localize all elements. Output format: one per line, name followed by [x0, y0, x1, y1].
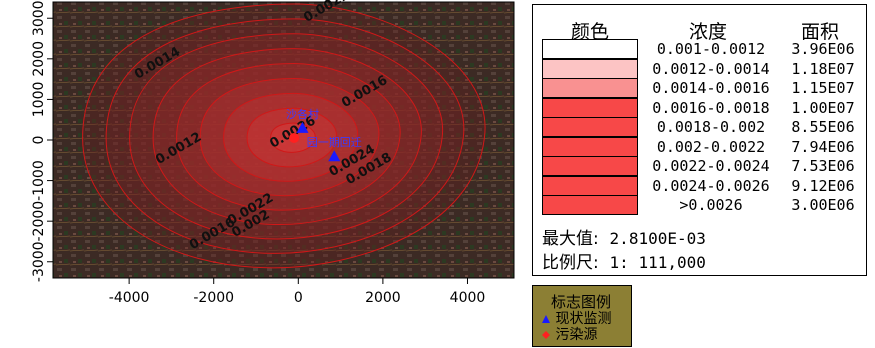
legend-header-area: 面积: [801, 21, 840, 43]
legend-range: 0.001-0.0012: [656, 40, 766, 58]
legend-row: 0.001-0.0012 3.96E06: [533, 39, 868, 60]
y-tick-label: 1000: [31, 82, 47, 118]
monitoring-point-marker: [328, 150, 341, 162]
legend-area: 3.00E06: [791, 196, 855, 214]
legend-row: 0.002-0.0022 7.94E06: [533, 136, 868, 158]
contour-band-2: [129, 33, 444, 240]
legend-area: 9.12E06: [791, 176, 855, 195]
max-label: 最大值:: [542, 229, 599, 249]
legend-range: 0.0024-0.0026: [652, 176, 770, 195]
legend-header-concentration: 浓度: [689, 21, 728, 43]
scale-value: 1: 111,000: [609, 253, 706, 272]
marker-row-source: 污染源: [541, 324, 597, 344]
legend-range: 0.0012-0.0014: [652, 59, 770, 78]
legend-row: 0.0018-0.002 8.55E06: [533, 117, 868, 138]
legend-area: 7.53E06: [791, 157, 855, 175]
legend-area: 3.96E06: [791, 40, 855, 58]
y-tick-label: 2000: [31, 41, 47, 77]
legend-row: 0.0022-0.0024 7.53E06: [533, 156, 868, 177]
legend-area: 8.55E06: [791, 118, 855, 136]
axis-layer: -4000 -2000 0 2000 40003000200010000-1000-20…: [31, 0, 485, 306]
marker-monitor-label: 现状监测: [555, 311, 612, 327]
y-tick-label: -3000: [31, 241, 47, 282]
x-tick-label: 2000: [365, 290, 401, 306]
legend-range: >0.0026: [679, 196, 743, 214]
concentration-legend: 颜色 浓度 面积 0.001-0.0012 3.96E06 0.0012-0.001…: [532, 4, 867, 276]
legend-area: 1.00E07: [791, 98, 855, 117]
scale-label: 比例尺:: [542, 253, 599, 273]
legend-swatch: [542, 58, 638, 79]
legend-row: 0.0016-0.0018 1.00E07: [533, 97, 868, 119]
max-value: 2.8100E-03: [609, 229, 706, 248]
scale-line: 比例尺: 1: 111,000: [542, 248, 706, 273]
legend-row: 0.0012-0.0014 1.18E07: [533, 58, 868, 80]
contour-band-0: [82, 3, 486, 269]
legend-swatch: [542, 117, 638, 137]
marker-legend-title: 标志图例: [551, 293, 612, 311]
legend-range: 0.0014-0.0016: [652, 79, 770, 97]
legend-area: 1.15E07: [791, 79, 855, 97]
legend-header-color: 颜色: [571, 21, 610, 43]
x-tick-label: 4000: [450, 290, 486, 306]
legend-swatch: [542, 195, 638, 215]
legend-row: 0.0024-0.0026 9.12E06: [533, 175, 868, 197]
contour-band-1: [105, 18, 465, 254]
legend-swatch: [542, 78, 638, 98]
max-value-line: 最大值: 2.8100E-03: [542, 224, 706, 249]
monitoring-point-label: 园一期回迁: [307, 136, 362, 149]
marker-legend: 标志图例 现状监测 污染源: [532, 285, 632, 347]
legend-range: 0.0018-0.002: [656, 118, 766, 136]
x-tick-label: -2000: [193, 290, 234, 306]
monitoring-point-marker: [296, 121, 309, 133]
diamond-icon: [542, 331, 550, 339]
legend-area: 7.94E06: [791, 137, 855, 156]
legend-row: 0.0014-0.0016 1.15E07: [533, 78, 868, 99]
y-tick-label: 3000: [31, 0, 47, 36]
legend-swatch: [542, 97, 638, 118]
y-tick-label: -2000: [31, 201, 47, 242]
x-tick-label: -4000: [109, 290, 150, 306]
triangle-icon: [542, 315, 550, 323]
legend-swatch: [542, 175, 638, 196]
legend-swatch: [542, 39, 638, 59]
marker-source-label: 污染源: [555, 327, 598, 343]
marker-row-monitor: 现状监测: [541, 308, 611, 328]
x-tick-label: 0: [294, 290, 303, 306]
y-tick-label: 0: [31, 136, 47, 145]
legend-area: 1.18E07: [791, 59, 855, 78]
legend-swatch: [542, 156, 638, 176]
contour-layer: [82, 3, 486, 269]
legend-range: 0.0022-0.0024: [652, 157, 770, 175]
monitoring-point-label: 沙各村: [286, 107, 319, 121]
contour-band-4: [176, 63, 401, 211]
legend-range: 0.0016-0.0018: [652, 98, 770, 117]
y-tick-label: -1000: [31, 160, 47, 201]
contour-band-3: [152, 48, 422, 226]
legend-row: >0.0026 3.00E06: [533, 195, 868, 216]
legend-swatch: [542, 136, 638, 157]
pollution-source-marker: [289, 132, 300, 143]
legend-range: 0.002-0.0022: [656, 137, 766, 156]
